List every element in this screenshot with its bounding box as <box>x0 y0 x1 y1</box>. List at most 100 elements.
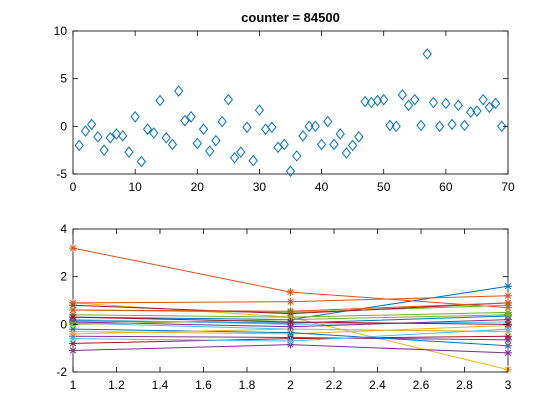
x-tick-label: 60 <box>439 180 453 194</box>
scatter-point <box>223 93 233 106</box>
scatter-point <box>285 165 296 177</box>
scatter-point <box>341 147 352 159</box>
scatter-point <box>93 131 103 143</box>
x-tick-label: 2 <box>287 378 294 392</box>
series-point <box>69 306 77 315</box>
scatter-point <box>441 97 451 110</box>
scatter-point <box>335 128 345 140</box>
series-point <box>504 310 512 319</box>
scatter-point <box>87 118 97 131</box>
x-tick-label: 30 <box>253 180 267 194</box>
x-tick-label: 2.4 <box>369 378 386 392</box>
series-point <box>504 298 512 307</box>
x-tick-label: 0 <box>70 180 77 194</box>
x-tick-label: 1.6 <box>195 378 212 392</box>
series-point <box>504 341 512 350</box>
x-tick-label: 20 <box>191 180 205 194</box>
scatter-point <box>192 137 202 150</box>
scatter-point <box>198 123 209 135</box>
series-point <box>69 325 77 334</box>
scatter-point <box>453 99 463 112</box>
scatter-point <box>149 127 159 139</box>
scatter-point <box>254 104 265 116</box>
scatter-point <box>379 93 389 106</box>
line-ticks: 1 1.2 1.4 1.6 1.8 2 2.2 2.4 2.6 2.8 3 -2 0 2 4 <box>56 222 511 392</box>
scatter-point <box>111 128 122 140</box>
series-point <box>69 329 77 338</box>
scatter-point <box>236 146 246 158</box>
x-tick-label: 1.8 <box>239 378 256 392</box>
series-point <box>504 332 512 341</box>
x-tick-label: 2.8 <box>456 378 473 392</box>
scatter-point <box>391 120 401 133</box>
scatter-points <box>74 48 507 177</box>
scatter-point <box>497 120 507 133</box>
scatter-point <box>348 139 358 152</box>
scatter-point <box>410 93 420 106</box>
scatter-point <box>174 85 184 97</box>
x-tick-label: 40 <box>315 180 329 194</box>
scatter-point <box>316 138 327 151</box>
y-tick-label: 4 <box>60 222 67 236</box>
scatter-point <box>360 95 370 108</box>
scatter-point <box>180 114 190 127</box>
scatter-point <box>205 145 215 157</box>
y-tick-label: 10 <box>54 24 68 38</box>
series-point <box>286 322 295 331</box>
y-tick-label: 5 <box>60 72 67 86</box>
scatter-point <box>105 131 115 144</box>
line-axes: 1 1.2 1.4 1.6 1.8 2 2.2 2.4 2.6 2.8 3 -2 0 2 4 <box>56 222 512 392</box>
scatter-point <box>354 131 364 143</box>
scatter-point <box>142 123 153 135</box>
series-point <box>69 313 77 322</box>
scatter-point <box>385 119 395 132</box>
scatter-point <box>99 144 109 156</box>
scatter-point <box>136 155 146 168</box>
series-point <box>504 315 512 324</box>
scatter-point <box>459 119 470 132</box>
scatter-point <box>267 121 277 134</box>
series-point <box>69 244 77 253</box>
y-tick-label: 0 <box>60 119 67 133</box>
scatter-point <box>155 94 165 107</box>
y-tick-label: -2 <box>56 365 67 379</box>
scatter-point <box>304 120 314 133</box>
series-point <box>286 288 295 297</box>
y-tick-label: 0 <box>60 317 67 331</box>
series-point <box>504 348 512 357</box>
line-series <box>69 244 512 374</box>
scatter-point <box>478 93 488 106</box>
series-point <box>286 337 295 346</box>
series-point <box>504 291 512 300</box>
scatter-point <box>435 120 445 133</box>
scatter-point <box>211 134 221 147</box>
scatter-point <box>74 139 84 152</box>
scatter-plot-area <box>72 30 509 175</box>
scatter-point <box>242 121 252 134</box>
scatter-point <box>310 120 320 133</box>
scatter-point <box>292 150 302 162</box>
series-point <box>69 334 77 343</box>
scatter-point <box>229 151 240 164</box>
x-tick-label: 70 <box>501 180 515 194</box>
scatter-point <box>248 154 258 167</box>
x-tick-label: 1.4 <box>152 378 169 392</box>
scatter-point <box>130 110 140 123</box>
scatter-point <box>186 110 196 123</box>
scatter-point <box>167 138 178 151</box>
x-tick-label: 3 <box>505 378 512 392</box>
scatter-point <box>422 48 432 60</box>
scatter-point <box>403 99 414 112</box>
x-tick-label: 50 <box>377 180 391 194</box>
x-tick-label: 1 <box>70 378 77 392</box>
scatter-point <box>329 138 339 151</box>
scatter-point <box>397 89 407 101</box>
x-tick-label: 2.6 <box>413 378 430 392</box>
series-point <box>286 297 295 306</box>
series-point <box>286 307 295 316</box>
scatter-point <box>323 115 333 128</box>
scatter-point <box>428 96 439 109</box>
